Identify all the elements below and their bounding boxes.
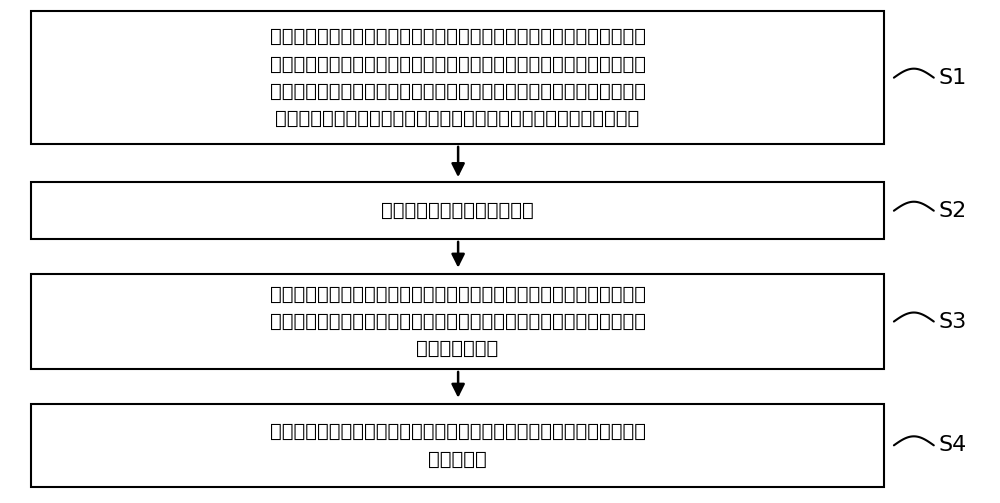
Text: S2: S2 <box>939 201 967 221</box>
FancyBboxPatch shape <box>31 274 884 369</box>
Text: S4: S4 <box>939 435 967 455</box>
Text: S3: S3 <box>939 311 967 331</box>
Text: 获取原始版图，所述原始版图包括有源区版图和浮栅版图，所述有源区版
图包括至少一个有源区图形，所述浮栅版图包括至少一个浮栅图形，每个
所述浮栅图形均包括一第一子浮: 获取原始版图，所述原始版图包括有源区版图和浮栅版图，所述有源区版 图包括至少一个… <box>270 27 646 128</box>
Text: 根据修改后的所述原始版图的设计规则检查修改后的所述浮栅版图中的所
有浮栅图形: 根据修改后的所述原始版图的设计规则检查修改后的所述浮栅版图中的所 有浮栅图形 <box>270 422 646 468</box>
Text: 修改所述原始版图的设计规则: 修改所述原始版图的设计规则 <box>381 201 534 220</box>
FancyBboxPatch shape <box>31 404 884 486</box>
Text: 根据修改后的所述原始版图的设计规则修改所述浮栅版图，减小所述浮栅
版图中的所有浮栅图形的尺寸，以增大所述第一子浮栅图形与所述有源区
图形之间的间距: 根据修改后的所述原始版图的设计规则修改所述浮栅版图，减小所述浮栅 版图中的所有浮… <box>270 285 646 358</box>
FancyBboxPatch shape <box>31 12 884 144</box>
Text: S1: S1 <box>939 68 967 88</box>
FancyBboxPatch shape <box>31 183 884 239</box>
